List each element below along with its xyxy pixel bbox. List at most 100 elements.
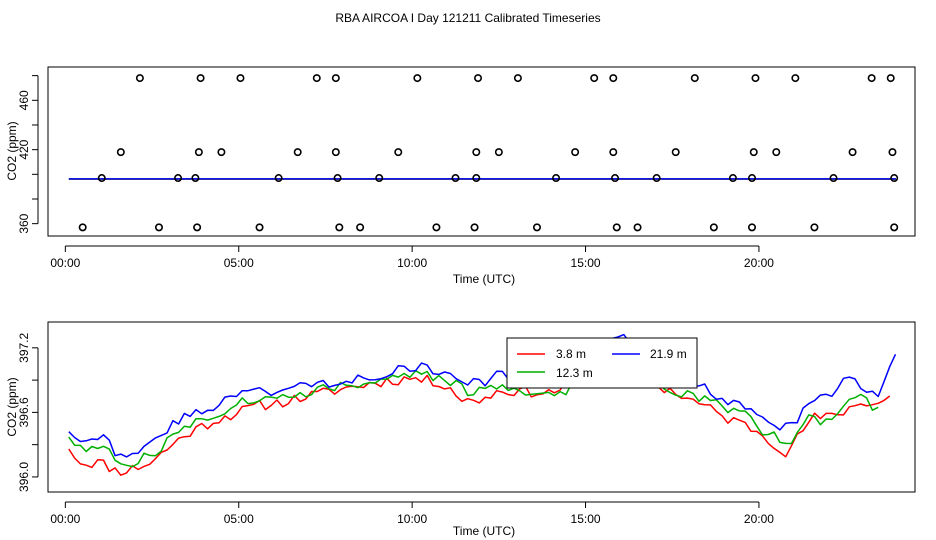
scatter-point [571, 148, 580, 157]
x-axis-title-bottom: Time (UTC) [453, 524, 515, 538]
scatter-point [331, 74, 340, 83]
legend-label-3-8m: 3.8 m [556, 347, 586, 361]
scatter-point [709, 223, 718, 232]
scatter-point [532, 223, 541, 232]
panel-bottom-lines: 00:00 05:00 10:00 15:00 20:00 396.0 396.6 397.… [5, 321, 916, 538]
y-axis-title-top: CO2 (ppm) [5, 121, 19, 180]
scatter-point [335, 223, 344, 232]
scatter-point [154, 223, 163, 232]
scatter-point [751, 74, 760, 83]
series-line-38m [68, 341, 891, 476]
scatter-point [255, 223, 264, 232]
scatter-point [293, 148, 302, 157]
x-tick-label: 10:00 [397, 512, 427, 526]
scatter-point [748, 174, 757, 183]
scatter-point [890, 174, 899, 183]
scatter-point [772, 148, 781, 157]
panel-top-scatter: 00:00 05:00 10:00 15:00 20:00 360 420 460 Time… [5, 66, 916, 286]
scatter-point [829, 174, 838, 183]
x-tick-label: 20:00 [744, 512, 774, 526]
plot-frame-top [47, 66, 916, 237]
scatter-point [609, 74, 618, 83]
scatter-point [886, 74, 895, 83]
scatter-point [193, 223, 202, 232]
scatter-point [609, 148, 618, 157]
points-top [78, 74, 899, 232]
x-axis-top: 00:00 05:00 10:00 15:00 20:00 [50, 245, 774, 270]
y-axis-bottom: 396.0 396.6 397.2 [17, 332, 39, 492]
scatter-point [474, 74, 483, 83]
x-tick-label: 00:00 [50, 512, 80, 526]
x-tick-label: 00:00 [50, 256, 80, 270]
scatter-point [394, 148, 403, 157]
scatter-point [652, 174, 661, 183]
plot-frame-bottom [47, 321, 916, 493]
scatter-point [135, 74, 144, 83]
scatter-point [274, 174, 283, 183]
scatter-point [375, 174, 384, 183]
scatter-point [472, 148, 481, 157]
scatter-point [97, 174, 106, 183]
x-axis-title-top: Time (UTC) [453, 272, 515, 286]
scatter-point [312, 74, 321, 83]
scatter-point [470, 223, 479, 232]
scatter-point [888, 148, 897, 157]
x-tick-label: 05:00 [224, 256, 254, 270]
legend-label-12-3m: 12.3 m [556, 366, 593, 380]
x-tick-label: 20:00 [744, 256, 774, 270]
figure-title: RBA AIRCOA I Day 121211 Calibrated Times… [335, 11, 600, 25]
y-tick-label: 397.2 [17, 332, 31, 362]
x-tick-label: 15:00 [571, 256, 601, 270]
scatter-point [472, 174, 481, 183]
scatter-point [810, 223, 819, 232]
scatter-point [552, 174, 561, 183]
scatter-point [611, 174, 620, 183]
scatter-point [890, 223, 899, 232]
legend-label-21-9m: 21.9 m [650, 347, 687, 361]
scatter-point [78, 223, 87, 232]
x-axis-bottom: 00:00 05:00 10:00 15:00 20:00 [50, 501, 774, 526]
x-tick-label: 10:00 [397, 256, 427, 270]
y-tick-label: 396.6 [17, 397, 31, 427]
y-tick-label: 420 [17, 139, 31, 159]
series-line-219m [68, 333, 897, 458]
scatter-point [191, 174, 200, 183]
scatter-point [748, 223, 757, 232]
scatter-point [174, 174, 183, 183]
scatter-point [356, 223, 365, 232]
series-line-123m [68, 354, 879, 468]
scatter-point [590, 74, 599, 83]
scatter-point [494, 148, 503, 157]
y-tick-label: 460 [17, 90, 31, 110]
scatter-point [194, 148, 203, 157]
scatter-point [116, 148, 125, 157]
y-axis-title-bottom: CO2 (ppm) [5, 377, 19, 436]
series-lines-bottom [68, 333, 897, 476]
scatter-point [513, 74, 522, 83]
scatter-point [633, 223, 642, 232]
scatter-point [728, 174, 737, 183]
scatter-point [432, 223, 441, 232]
scatter-point [236, 74, 245, 83]
scatter-point [867, 74, 876, 83]
y-axis-top: 360 420 460 [17, 75, 39, 234]
x-tick-label: 15:00 [571, 512, 601, 526]
legend: 3.8 m 21.9 m 12.3 m [506, 337, 698, 389]
scatter-point [331, 148, 340, 157]
scatter-point [217, 148, 226, 157]
scatter-point [413, 74, 422, 83]
scatter-point [690, 74, 699, 83]
scatter-point [333, 174, 342, 183]
legend-box [506, 337, 698, 389]
x-tick-label: 05:00 [224, 512, 254, 526]
scatter-point [451, 174, 460, 183]
y-tick-label: 360 [17, 213, 31, 233]
scatter-point [612, 223, 621, 232]
scatter-point [791, 74, 800, 83]
scatter-point [196, 74, 205, 83]
scatter-point [749, 148, 758, 157]
scatter-point [671, 148, 680, 157]
y-tick-label: 396.0 [17, 462, 31, 492]
